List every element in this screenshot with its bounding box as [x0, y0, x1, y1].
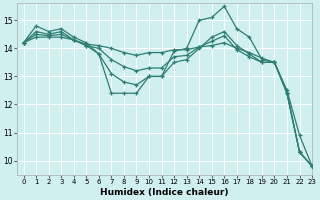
- X-axis label: Humidex (Indice chaleur): Humidex (Indice chaleur): [100, 188, 229, 197]
